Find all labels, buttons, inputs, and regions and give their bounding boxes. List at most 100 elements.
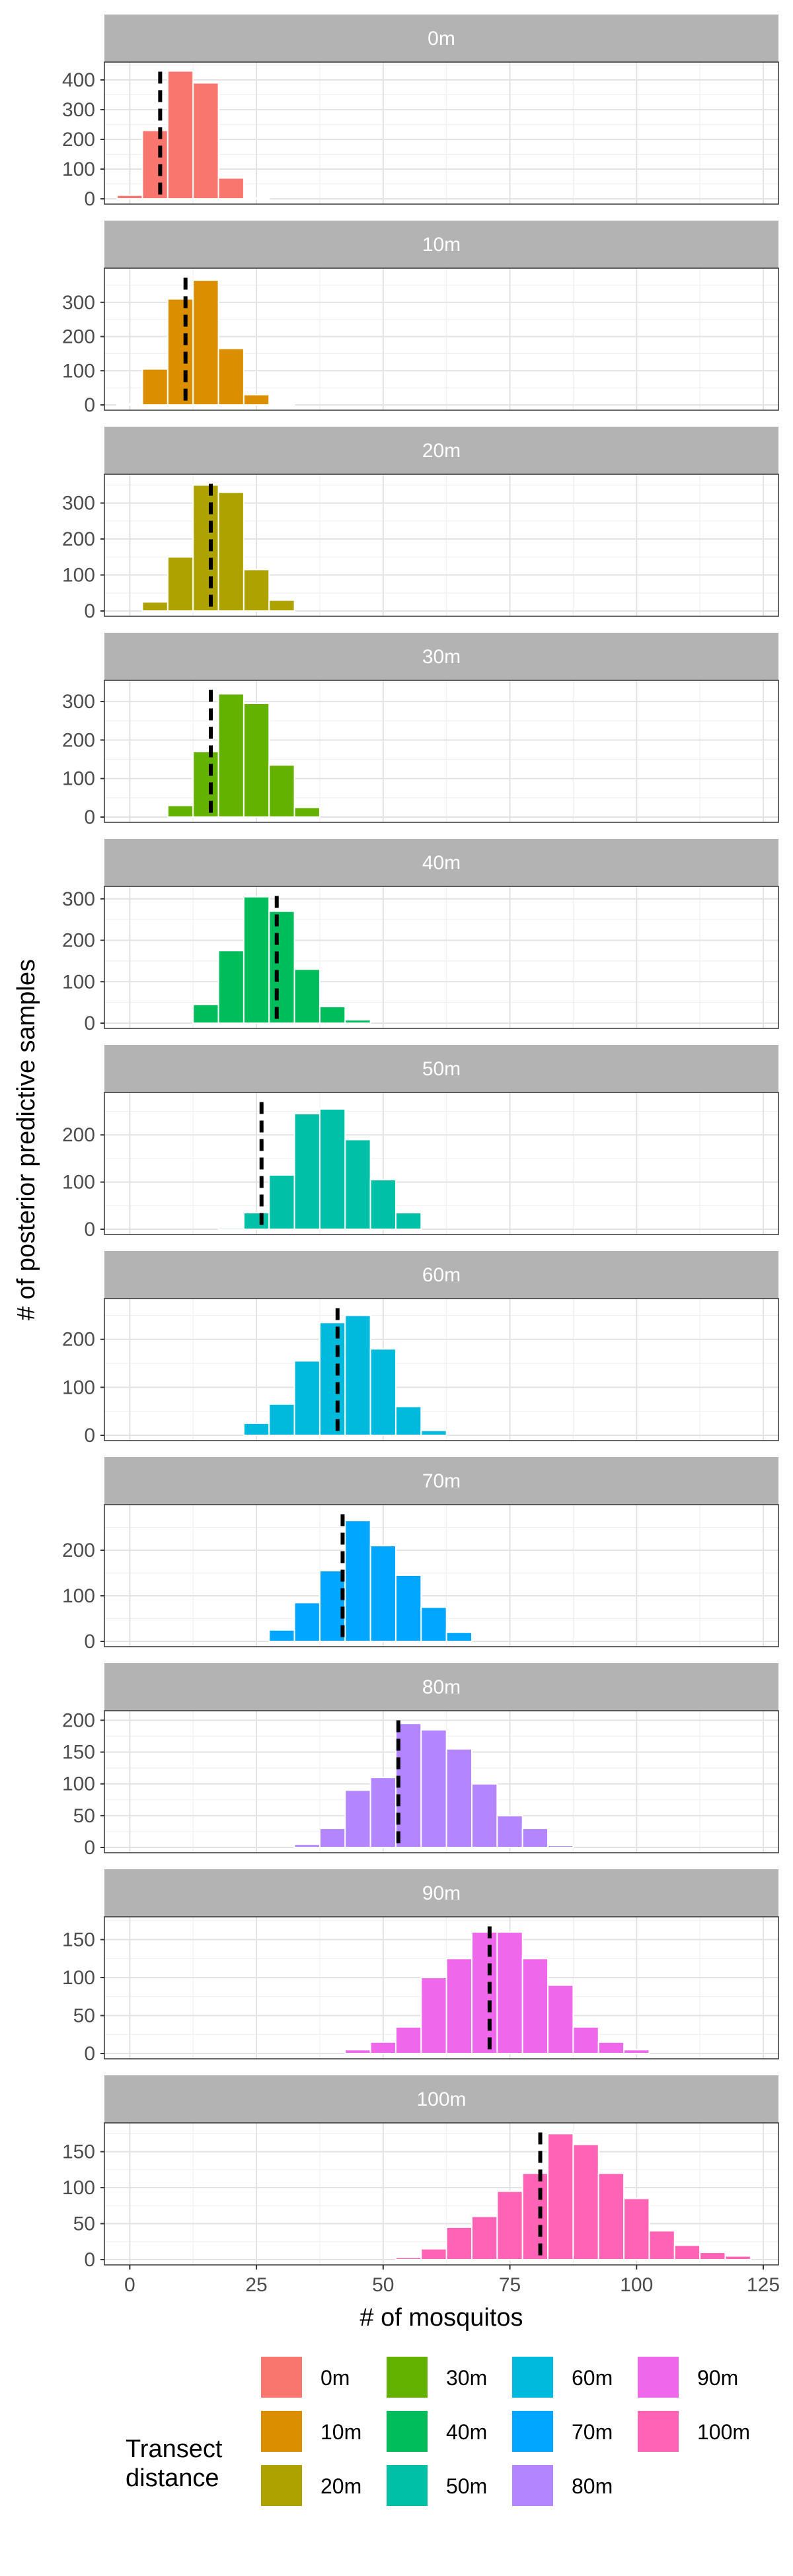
panel-border (104, 1298, 779, 1441)
histogram-bar (445, 1958, 473, 2054)
histogram-bar (319, 1828, 346, 1848)
histogram-bar (724, 2255, 751, 2261)
histogram-bar (293, 806, 321, 818)
y-tick-label: 400 (62, 69, 95, 91)
y-tick-label: 200 (62, 1540, 95, 1561)
y-tick-label: 0 (84, 394, 95, 416)
histogram-bar (496, 1931, 523, 2054)
histogram-bar (471, 2215, 498, 2261)
histogram-bar (521, 2172, 549, 2261)
y-tick-label: 300 (62, 493, 95, 515)
y-tick-label: 0 (84, 1219, 95, 1240)
legend-key-10m (261, 2411, 302, 2452)
y-tick-label: 100 (62, 2177, 95, 2199)
y-tick-label: 150 (62, 2141, 95, 2163)
y-tick-label: 300 (62, 691, 95, 713)
panel-border (104, 1504, 779, 1647)
histogram-bar (521, 1958, 549, 2054)
legend-key-90m (638, 2357, 679, 2398)
histogram-bar (369, 1179, 397, 1231)
histogram-bar (344, 1789, 371, 1849)
y-tick-label: 0 (84, 600, 95, 622)
y-tick-label: 200 (62, 528, 95, 550)
histogram-bar (420, 1429, 447, 1436)
histogram-bar (192, 279, 219, 406)
histogram-bar (699, 2252, 726, 2260)
panel-60m: 60m 0 100 200 (62, 1251, 779, 1447)
histogram-bar (547, 2133, 574, 2260)
y-tick-label: 0 (84, 1013, 95, 1034)
histogram-bar (420, 2248, 447, 2261)
legend-key-30m (387, 2357, 428, 2398)
histogram-bar (623, 2198, 650, 2261)
histogram-bar (217, 950, 245, 1024)
x-axis-title: # of mosquitos (359, 2304, 523, 2332)
histogram-bar (344, 1139, 371, 1230)
histogram-bar (369, 1545, 397, 1643)
facet-strip-label: 10m (422, 234, 461, 256)
facet-strip (104, 1045, 778, 1092)
histogram-bar (319, 1005, 346, 1024)
histogram-bar (445, 1748, 473, 1848)
facet-strip-label: 100m (416, 2089, 466, 2110)
facet-strip (104, 2075, 778, 2123)
plot-background (104, 1299, 778, 1441)
legend-title: Transect distance (126, 2435, 223, 2492)
histogram-bar (673, 2244, 701, 2260)
histogram-bar (445, 1631, 473, 1642)
histogram-bar (141, 368, 169, 406)
y-tick-label: 0 (84, 2043, 95, 2065)
legend-key-100m (638, 2411, 679, 2452)
histogram-bar (344, 2049, 371, 2054)
histogram-bar (243, 1422, 270, 1436)
histogram-bar (293, 1602, 321, 1643)
histogram-bar (420, 1977, 447, 2054)
histogram-bar (141, 129, 169, 199)
legend-label-40m: 40m (446, 2420, 487, 2444)
panel-border (104, 268, 779, 411)
facet-strip (104, 1869, 778, 1917)
histogram-bar (217, 177, 245, 199)
legend-label-80m: 80m (572, 2474, 613, 2498)
panel-border (104, 2122, 779, 2266)
legend-label-70m: 70m (572, 2420, 613, 2444)
histogram-bar (496, 1814, 523, 1848)
histogram-bar (268, 1629, 295, 1642)
legend-label-10m: 10m (321, 2420, 361, 2444)
histogram-bar (420, 1606, 447, 1642)
histogram-bar (521, 1828, 549, 1848)
legend-key-80m (512, 2465, 553, 2506)
histogram-bar (192, 750, 219, 818)
histogram-bar (268, 910, 295, 1024)
facet-strip-label: 40m (422, 852, 461, 874)
x-tick-label: 0 (124, 2274, 135, 2296)
histogram-bar (496, 2190, 523, 2260)
legend-label-0m: 0m (321, 2366, 350, 2390)
y-tick-label: 200 (62, 729, 95, 751)
histogram-bar (395, 1574, 422, 1642)
facet-strip-label: 50m (422, 1058, 461, 1080)
panel-50m: 50m 0 100 200 (62, 1045, 779, 1240)
y-tick-label: 150 (62, 1929, 95, 1951)
legend-key-40m (387, 2411, 428, 2452)
histogram-bar (243, 569, 270, 612)
legend-label-60m: 60m (572, 2366, 613, 2390)
y-tick-label: 50 (73, 2005, 95, 2027)
y-tick-label: 200 (62, 326, 95, 348)
histogram-bar (420, 1729, 447, 1849)
histogram-bar (116, 194, 143, 200)
y-tick-label: 0 (84, 806, 95, 828)
histogram-bar (217, 1227, 245, 1231)
histogram-bar (268, 1174, 295, 1231)
x-tick-label: 50 (372, 2274, 394, 2296)
histogram-bar (293, 1843, 321, 1848)
y-tick-label: 100 (62, 1967, 95, 1989)
y-tick-label: 100 (62, 971, 95, 993)
legend-key-50m (387, 2465, 428, 2506)
legend-key-70m (512, 2411, 553, 2452)
histogram-bar (369, 2041, 397, 2054)
histogram-bar (344, 1019, 371, 1024)
facet-strip-label: 70m (422, 1470, 461, 1492)
histogram-bar (268, 403, 295, 406)
